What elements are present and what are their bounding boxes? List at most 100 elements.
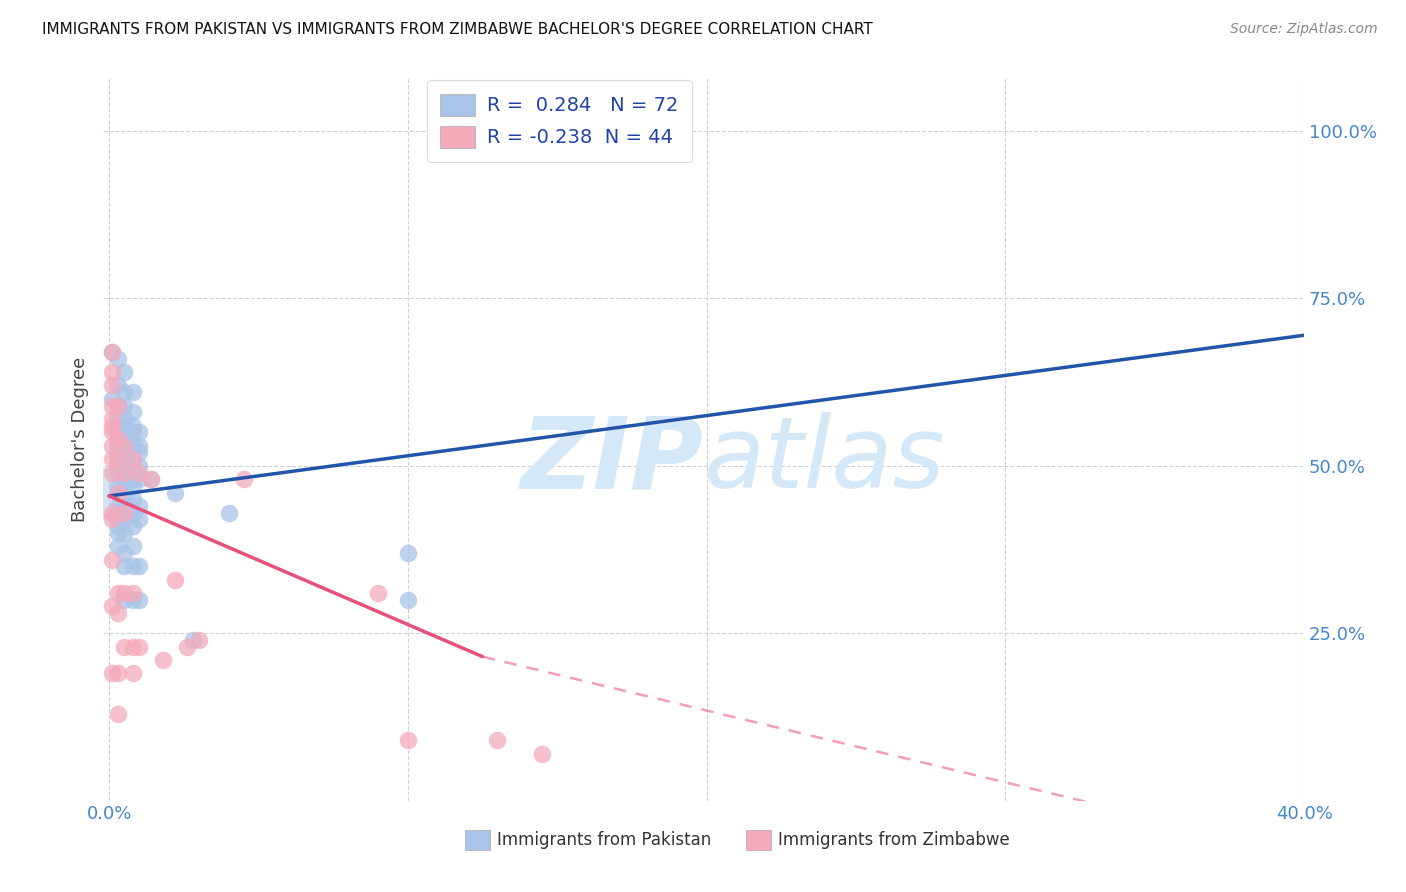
- Text: Source: ZipAtlas.com: Source: ZipAtlas.com: [1230, 22, 1378, 37]
- Point: [101, 399, 124, 413]
- Point: [112, 385, 135, 400]
- Point: [122, 458, 145, 473]
- Point: [107, 452, 129, 467]
- Point: [112, 412, 135, 426]
- Point: [101, 412, 124, 426]
- Point: [112, 506, 135, 520]
- Point: [486, 733, 509, 747]
- Point: [107, 519, 129, 533]
- Point: [101, 392, 124, 406]
- Point: [112, 512, 135, 526]
- Point: [122, 418, 145, 433]
- Point: [181, 632, 204, 647]
- Point: [107, 485, 129, 500]
- Point: [107, 432, 129, 446]
- Point: [122, 479, 145, 493]
- Point: [101, 345, 124, 359]
- Text: IMMIGRANTS FROM PAKISTAN VS IMMIGRANTS FROM ZIMBABWE BACHELOR'S DEGREE CORRELATI: IMMIGRANTS FROM PAKISTAN VS IMMIGRANTS F…: [42, 22, 873, 37]
- Point: [107, 439, 129, 453]
- Point: [176, 640, 198, 654]
- Point: [101, 425, 124, 440]
- Point: [152, 653, 174, 667]
- Text: Immigrants from Pakistan: Immigrants from Pakistan: [496, 830, 711, 849]
- Point: [101, 506, 124, 520]
- Point: [128, 466, 150, 480]
- Point: [107, 432, 129, 446]
- Point: [107, 351, 129, 366]
- Point: [101, 666, 124, 681]
- Point: [107, 525, 129, 540]
- Point: [101, 466, 124, 480]
- Point: [107, 499, 129, 513]
- Point: [218, 506, 240, 520]
- Point: [163, 485, 186, 500]
- Point: [101, 552, 124, 566]
- Point: [128, 472, 150, 486]
- Point: [122, 592, 145, 607]
- Point: [101, 365, 124, 379]
- Point: [107, 539, 129, 553]
- Point: [128, 425, 150, 440]
- Point: [101, 418, 124, 433]
- Point: [128, 559, 150, 574]
- Point: [107, 452, 129, 467]
- Point: [122, 666, 145, 681]
- Point: [107, 506, 129, 520]
- Point: [122, 472, 145, 486]
- Point: [112, 525, 135, 540]
- Point: [396, 592, 419, 607]
- Point: [396, 733, 419, 747]
- Point: [112, 439, 135, 453]
- Point: [107, 586, 129, 600]
- Point: [163, 573, 186, 587]
- Point: [122, 519, 145, 533]
- Point: [128, 640, 150, 654]
- Point: [107, 485, 129, 500]
- Text: atlas: atlas: [703, 412, 945, 509]
- Point: [107, 606, 129, 620]
- Point: [396, 546, 419, 560]
- Point: [139, 472, 162, 486]
- Point: [112, 559, 135, 574]
- Point: [112, 452, 135, 467]
- Point: [112, 466, 135, 480]
- Point: [112, 472, 135, 486]
- Point: [112, 485, 135, 500]
- Point: [128, 512, 150, 526]
- Point: [112, 458, 135, 473]
- Point: [101, 599, 124, 614]
- Point: [501, 124, 523, 138]
- Point: [107, 418, 129, 433]
- Point: [122, 586, 145, 600]
- Point: [128, 592, 150, 607]
- Point: [367, 586, 389, 600]
- Point: [101, 439, 124, 453]
- Point: [122, 385, 145, 400]
- Point: [122, 452, 145, 467]
- Point: [122, 506, 145, 520]
- Point: [139, 472, 162, 486]
- Point: [112, 432, 135, 446]
- Point: [107, 399, 129, 413]
- Point: [122, 492, 145, 507]
- Point: [112, 546, 135, 560]
- Point: [107, 666, 129, 681]
- Point: [187, 632, 209, 647]
- Point: [112, 365, 135, 379]
- Point: [232, 472, 254, 486]
- Legend: R =  0.284   N = 72, R = -0.238  N = 44: R = 0.284 N = 72, R = -0.238 N = 44: [427, 80, 692, 161]
- Point: [122, 559, 145, 574]
- Point: [531, 747, 554, 761]
- Point: [98, 485, 121, 500]
- Point: [101, 345, 124, 359]
- Point: [112, 499, 135, 513]
- Point: [107, 445, 129, 459]
- Point: [107, 458, 129, 473]
- Point: [112, 439, 135, 453]
- Point: [101, 452, 124, 467]
- Point: [128, 499, 150, 513]
- Point: [128, 445, 150, 459]
- Y-axis label: Bachelor's Degree: Bachelor's Degree: [72, 357, 89, 522]
- Point: [122, 640, 145, 654]
- Point: [107, 425, 129, 440]
